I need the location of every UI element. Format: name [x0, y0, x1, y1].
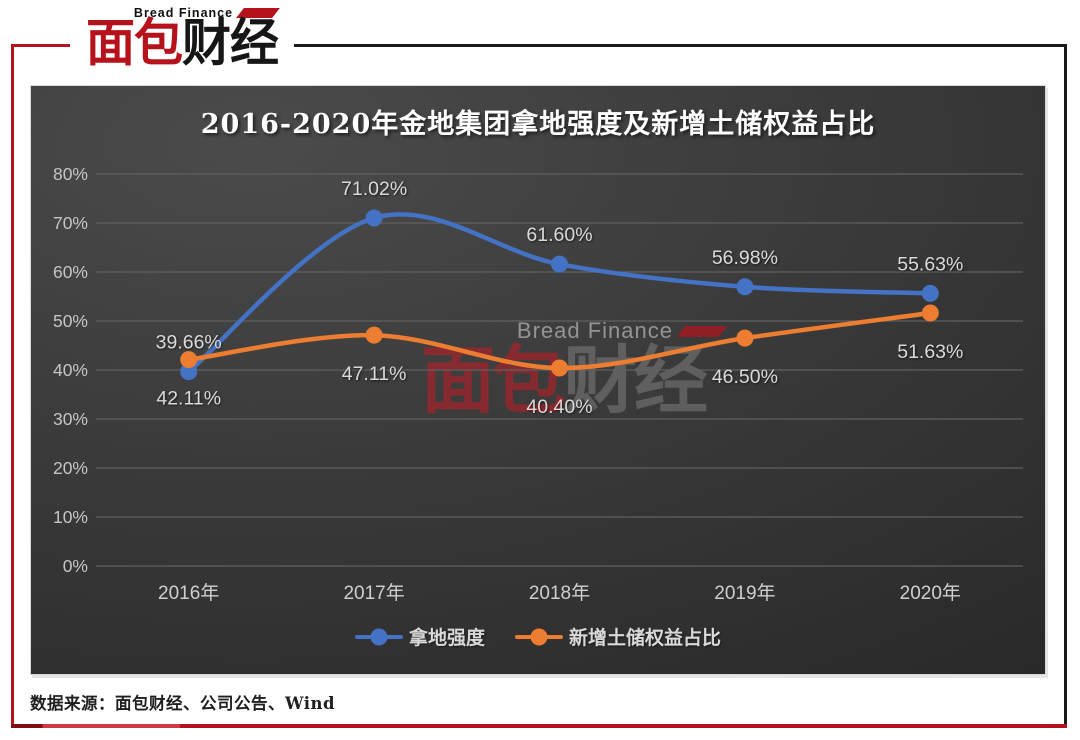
x-axis-tick-label: 2020年 — [900, 582, 961, 604]
data-label: 71.02% — [341, 178, 407, 200]
data-label: 61.60% — [526, 224, 592, 246]
brand-logo-en-row: Bread Finance — [116, 6, 294, 20]
data-label: 39.66% — [156, 332, 222, 354]
y-axis-tick-label: 30% — [53, 409, 88, 429]
y-axis-tick-label: 0% — [63, 556, 88, 576]
data-point — [921, 284, 939, 302]
frame-left-red-line — [11, 44, 14, 728]
chart-legend: 拿地强度 新增土储权益占比 — [31, 623, 1045, 650]
data-point — [180, 363, 198, 381]
brand-logo-zh-text: 面包财经 — [70, 15, 294, 73]
legend-dot-icon — [370, 628, 388, 645]
data-label: 47.11% — [342, 363, 407, 385]
data-label: 56.98% — [712, 247, 778, 269]
y-axis-tick-label: 40% — [53, 360, 88, 380]
data-point — [551, 359, 568, 377]
data-point — [921, 304, 939, 322]
chart-title: 2016-2020年金地集团拿地强度及新增土储权益占比 — [200, 109, 876, 140]
legend-line-dot-marker — [515, 628, 563, 645]
data-label: 46.50% — [712, 366, 778, 388]
data-label: 42.11% — [156, 388, 221, 410]
data-point — [736, 329, 754, 347]
y-axis-tick-label: 50% — [53, 311, 88, 331]
data-point — [365, 209, 383, 227]
data-point — [365, 326, 383, 344]
brand-logo: Bread Finance 面包财经 — [70, 2, 294, 78]
data-point — [736, 278, 754, 296]
data-point — [180, 351, 198, 369]
data-label: 51.63% — [897, 341, 963, 363]
legend-line-dot-marker — [354, 628, 403, 645]
data-source-note: 数据来源：面包财经、公司公告、Wind — [30, 694, 336, 713]
legend-dot-icon — [530, 628, 548, 645]
x-axis-tick-label: 2018年 — [529, 582, 590, 604]
line-chart: 0% 10% 20% 30% 40% 50% 60% 70% 80% 2016年 2017年 2018… — [53, 164, 1023, 604]
frame-right-black-line — [1064, 44, 1067, 728]
data-point — [551, 255, 568, 273]
brand-logo-zh-red: 面包 — [85, 15, 183, 73]
chart-panel: 2016-2020年金地集团拿地强度及新增土储权益占比 Bread Financ… — [30, 85, 1046, 675]
y-axis-tick-label: 10% — [53, 507, 88, 527]
y-axis-tick-label: 70% — [53, 213, 88, 233]
frame-top-red-line — [11, 44, 77, 47]
y-axis-tick-label: 80% — [53, 164, 88, 184]
y-axis-tick-label: 60% — [53, 262, 88, 282]
brand-logo-en-text: Bread Finance — [133, 6, 234, 20]
data-label: 40.40% — [526, 396, 592, 418]
x-axis-tick-label: 2019年 — [714, 582, 775, 604]
brand-logo-zh-black: 财经 — [182, 15, 279, 73]
frame-bottom-red-line — [11, 724, 1067, 728]
legend-item: 拿地强度 — [354, 623, 485, 650]
x-axis-tick-label: 2016年 — [158, 582, 219, 604]
data-label: 55.63% — [897, 253, 963, 275]
frame-top-black-line — [288, 44, 1066, 47]
legend-label: 拿地强度 — [408, 627, 485, 649]
y-axis-tick-label: 20% — [53, 458, 88, 478]
legend-label: 新增土储权益占比 — [569, 627, 722, 649]
legend-item: 新增土储权益占比 — [515, 623, 721, 650]
x-axis-tick-label: 2017年 — [343, 582, 404, 604]
